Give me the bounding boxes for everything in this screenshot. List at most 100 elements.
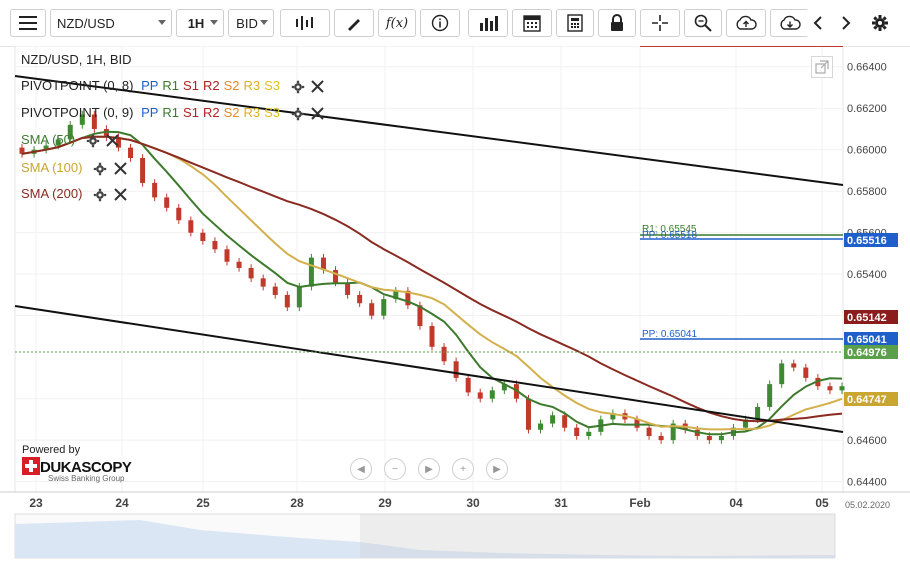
candle-body — [610, 413, 616, 420]
pivot2-r2: R2 — [202, 105, 220, 120]
candle-body — [767, 384, 773, 407]
calculator-icon[interactable] — [556, 9, 594, 37]
y-tick-label: 0.65800 — [847, 186, 887, 198]
gear-icon[interactable] — [866, 9, 894, 37]
date-label: 05.02.2020 — [845, 500, 890, 510]
candle-body — [634, 419, 640, 428]
candle-body — [212, 240, 218, 250]
hamburger-menu-icon[interactable] — [10, 9, 46, 37]
candle-body — [369, 303, 375, 316]
candle-body — [140, 158, 146, 183]
draw-pencil-icon[interactable] — [334, 9, 374, 37]
sma200-close-icon[interactable] — [113, 188, 127, 201]
candle-body — [103, 128, 109, 138]
candle-body — [429, 326, 435, 347]
candle-body — [308, 257, 314, 287]
legend-pivot1: PIVOTPOINT (0, 8) PP R1 S1 R2 S2 R3 S3 — [21, 76, 324, 96]
candle-body — [779, 363, 785, 385]
scroll-left-icon[interactable]: ◀ — [350, 458, 372, 480]
scroll-right-icon[interactable]: ▶ — [486, 458, 508, 480]
sma100-close-icon[interactable] — [113, 162, 127, 175]
lock-icon[interactable] — [598, 9, 636, 37]
candle-body — [320, 257, 326, 271]
calendar-icon[interactable] — [512, 9, 552, 37]
candle-body — [839, 386, 845, 391]
price-label: 0.65041 — [847, 334, 887, 346]
brand-tagline: Swiss Banking Group — [48, 474, 125, 483]
candlestick-icon[interactable] — [280, 9, 330, 37]
chart-canvas[interactable]: 0.664000.662000.660000.658000.656000.654… — [0, 46, 910, 563]
sma50-close-icon[interactable] — [106, 134, 120, 147]
candle-body — [743, 419, 749, 428]
pivot1-s3: S3 — [264, 78, 281, 93]
x-tick-label: 05 — [815, 496, 829, 510]
pivot1-r2: R2 — [202, 78, 220, 93]
timeframe-value: 1H — [187, 15, 205, 31]
timeframe-select[interactable]: 1H — [176, 9, 224, 37]
candle-body — [574, 427, 580, 436]
sma50-gear-icon[interactable] — [86, 134, 100, 148]
function-icon[interactable]: f(x) — [378, 9, 416, 37]
popout-icon[interactable] — [811, 56, 833, 78]
x-tick-label: 28 — [290, 496, 304, 510]
chevron-left-icon[interactable] — [806, 9, 830, 37]
candle-body — [200, 232, 206, 241]
candle-body — [19, 147, 25, 154]
candle-body — [381, 299, 387, 316]
pivot2-close-icon[interactable] — [311, 107, 324, 120]
candle-body — [248, 267, 254, 279]
y-tick-label: 0.65400 — [847, 269, 887, 281]
pivot2-s3: S3 — [264, 105, 281, 120]
candle-body — [658, 435, 664, 441]
cloud-download-icon[interactable] — [770, 9, 810, 37]
chevron-right-icon[interactable] — [834, 9, 858, 37]
cloud-upload-icon[interactable] — [726, 9, 766, 37]
reset-zoom-icon[interactable]: ▶ — [418, 458, 440, 480]
x-tick-label: 25 — [196, 496, 210, 510]
bar-chart-icon[interactable] — [468, 9, 508, 37]
legend-title: NZD/USD, 1H, BID — [21, 50, 136, 70]
candle-body — [550, 415, 556, 424]
pivot1-s1: S1 — [183, 78, 199, 93]
candle-body — [670, 423, 676, 441]
price-type-select[interactable]: BID — [228, 9, 274, 37]
candle-body — [91, 114, 97, 129]
zoom-icon[interactable] — [684, 9, 722, 37]
pivot2-label: PIVOTPOINT (0, 9) — [21, 105, 134, 120]
price-label: 0.65516 — [847, 235, 887, 247]
pivot2-gear-icon[interactable] — [291, 107, 305, 121]
pivot1-s2: S2 — [223, 78, 240, 93]
pivot1-gear-icon[interactable] — [291, 80, 305, 94]
candle-body — [236, 261, 242, 268]
pivot-annotation: R1: 0.65545 — [642, 224, 697, 235]
candle-body — [646, 427, 652, 436]
x-tick-label: 04 — [729, 496, 743, 510]
plot-area — [14, 46, 844, 493]
info-icon[interactable] — [420, 9, 460, 37]
candle-body — [827, 386, 833, 391]
sma100-gear-icon[interactable] — [93, 162, 107, 176]
candle-body — [176, 207, 182, 221]
price-label-bg — [844, 392, 898, 406]
candle-body — [67, 124, 73, 140]
pivot-annotation: PP: 0.65518 — [642, 230, 697, 241]
candle-body — [393, 290, 399, 300]
pivot1-close-icon[interactable] — [311, 80, 324, 93]
candle-body — [441, 346, 447, 362]
price-label: 0.64976 — [847, 347, 887, 359]
price-label-bg — [844, 233, 898, 247]
legend-sma50: SMA (50) — [21, 130, 120, 150]
y-tick-label: 0.64400 — [847, 477, 887, 489]
zoom-out-icon[interactable]: − — [384, 458, 406, 480]
candle-body — [333, 270, 339, 283]
candle-body — [755, 406, 761, 420]
legend-sma100: SMA (100) — [21, 158, 127, 178]
zoom-in-icon[interactable]: + — [452, 458, 474, 480]
crosshair-icon[interactable] — [640, 9, 680, 37]
candle-body — [803, 367, 809, 378]
symbol-select[interactable]: NZD/USD — [50, 9, 172, 37]
candle-body — [55, 139, 61, 146]
powered-by-text: Powered by — [22, 444, 81, 456]
sma200-gear-icon[interactable] — [93, 188, 107, 202]
pivot1-r3: R3 — [243, 78, 261, 93]
